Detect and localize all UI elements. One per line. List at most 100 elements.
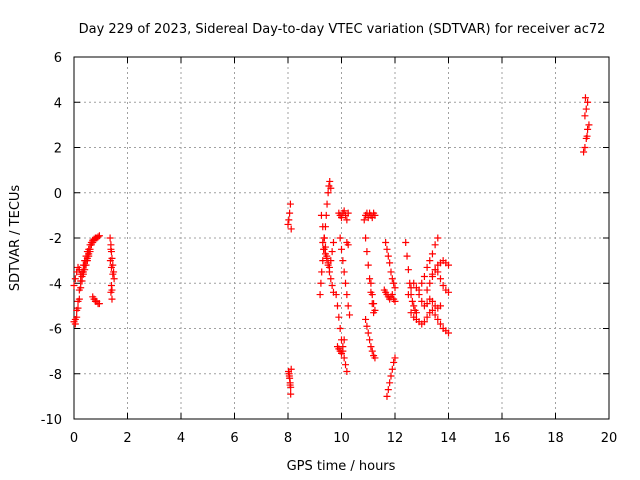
data-point [95,232,103,240]
data-point [343,291,351,299]
data-point [581,94,589,102]
data-point [287,365,295,373]
data-point [362,315,370,323]
data-point [384,386,392,394]
data-point [418,297,426,305]
data-point [340,207,348,215]
data-point [386,259,394,267]
data-point [580,148,588,156]
data-point [108,286,116,294]
x-tick-label: 8 [284,431,292,446]
data-point [342,361,350,369]
data-point [323,200,331,208]
data-point [408,297,416,305]
data-point [404,291,412,299]
data-point [371,354,379,362]
data-point [106,257,114,265]
data-point [78,277,86,285]
data-point [82,261,90,269]
data-point [106,234,114,242]
data-point [439,282,447,290]
data-point [327,275,335,283]
series-arc-04 [89,293,103,308]
x-tick-label: 14 [440,431,457,446]
data-point [343,367,351,375]
data-point [402,239,410,247]
data-point [329,239,337,247]
data-point [109,270,117,278]
data-point [340,354,348,362]
data-point [316,291,324,299]
data-point [383,392,391,400]
data-point [325,268,333,276]
data-point [428,297,436,305]
data-point [371,306,379,314]
data-point [319,223,327,231]
series-arc-15 [343,239,352,249]
data-point [342,279,350,287]
data-point [387,268,395,276]
data-point [75,295,83,303]
series-arc-13 [335,207,352,224]
x-tick-label: 2 [123,431,131,446]
data-point [585,121,593,129]
data-point [338,214,345,222]
series-arc-26 [415,234,442,294]
data-point [581,112,589,120]
x-tick-label: 18 [547,431,564,446]
data-point [584,98,592,106]
data-point [415,286,423,294]
data-point [339,257,347,265]
series-arc-22 [383,354,399,400]
y-tick-label: -10 [41,413,62,428]
data-point [407,309,415,317]
series-arc-28 [428,266,452,296]
y-tick-label: -2 [49,232,62,247]
data-point [382,239,390,247]
data-point [77,284,85,292]
data-point [287,390,295,398]
series-arc-05 [106,234,118,303]
x-tick-label: 12 [387,431,404,446]
y-tick-label: -4 [49,277,62,292]
x-tick-label: 4 [177,431,185,446]
data-point [390,279,398,287]
series-arc-14 [336,234,354,319]
axis-ticks: 0 2 4 6 8 10 12 14 16 18 20 -10 -8 -6 -4 -2 0 2 4 6 [41,51,618,446]
data-point [445,261,452,269]
data-point [333,302,341,310]
data-point [384,252,392,260]
series-arc-06 [284,200,295,398]
data-point [284,220,292,228]
x-tick-label: 0 [70,431,78,446]
data-point [431,241,439,249]
data-point [410,302,418,310]
data-point [338,245,345,253]
data-point [423,286,431,294]
data-point [426,257,434,265]
y-tick-label: 0 [54,187,62,202]
data-point [367,343,375,351]
data-point [79,270,87,278]
data-point [346,311,354,319]
data-point [73,313,81,321]
data-point [428,306,436,314]
data-point [344,209,352,217]
data-point [366,275,374,283]
data-point [336,234,344,242]
series-arc-29 [580,94,593,156]
data-point [583,132,591,140]
data-point [321,250,329,258]
data-point [286,200,294,208]
data-point [420,318,428,326]
series-arc-03 [71,248,94,328]
data-point [287,383,295,391]
series-arc-24 [404,279,444,312]
data-point [107,263,115,271]
data-point [371,211,379,219]
series-arc-16 [360,209,379,224]
data-point [364,329,372,337]
data-point [428,270,436,278]
data-point [71,320,79,328]
data-point [319,257,327,265]
